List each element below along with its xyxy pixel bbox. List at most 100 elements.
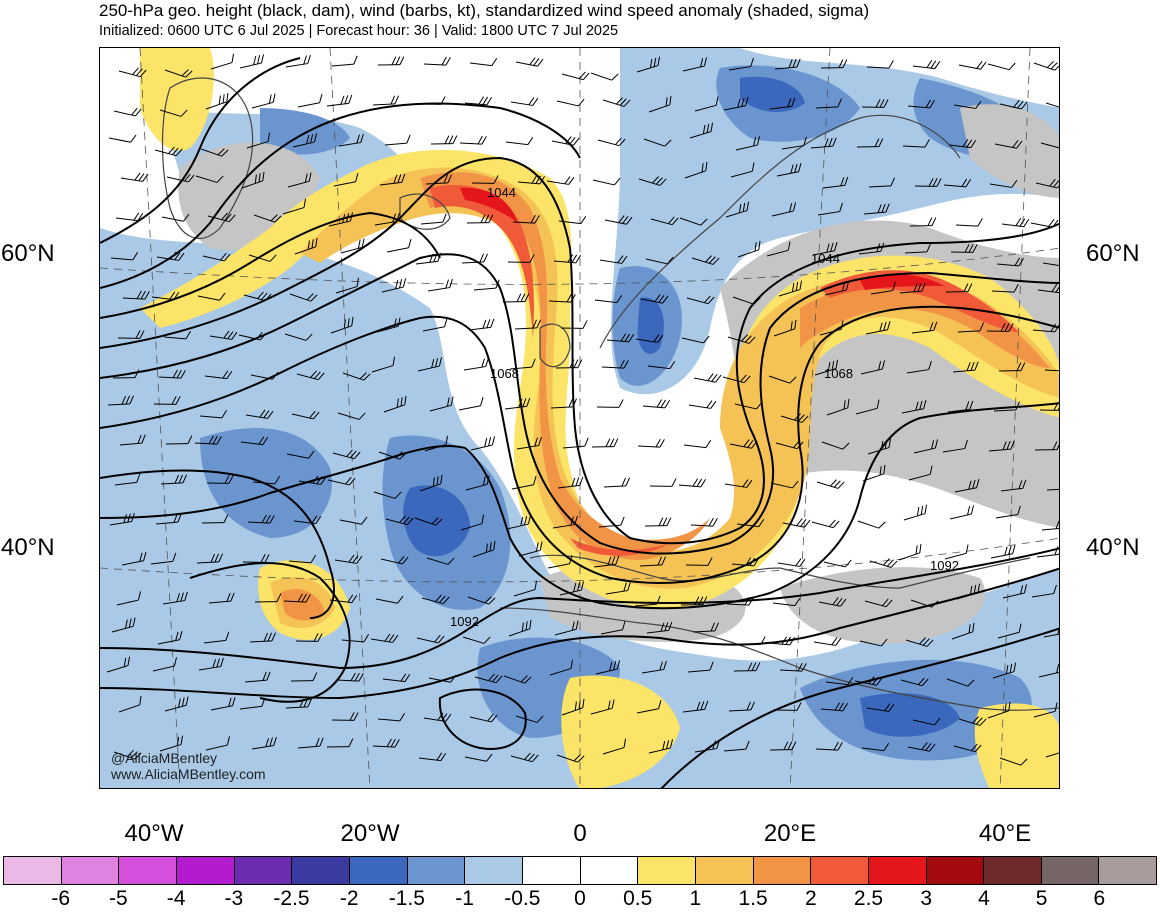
wind-barb (1032, 323, 1059, 333)
wind-barb (430, 135, 458, 145)
wind-barb (604, 215, 633, 225)
wind-barb (165, 435, 193, 445)
wind-barb (465, 475, 490, 491)
wind-barb (250, 371, 279, 380)
wind-barb (202, 252, 231, 262)
wind-barb (635, 334, 664, 343)
wind-barb (773, 319, 797, 337)
wind-barb (646, 621, 673, 634)
wind-barb (342, 372, 371, 381)
wind-barb (690, 517, 718, 527)
colorbar-swatch (407, 857, 466, 884)
wind-barb (294, 237, 318, 255)
colorbar-swatch (811, 857, 869, 884)
wind-barb (474, 673, 503, 684)
wind-barb (693, 373, 722, 383)
wind-barb (424, 435, 449, 452)
wind-barb (113, 107, 142, 117)
wind-barb (380, 555, 409, 565)
wind-barb (428, 674, 457, 683)
wind-barb (863, 203, 890, 215)
wind-barb (865, 321, 891, 335)
wind-barb (590, 699, 615, 715)
wind-barb (861, 99, 889, 108)
colorbar-swatch (234, 857, 293, 884)
colorbar-tick-label: -5 (109, 887, 128, 910)
wind-barb (680, 596, 708, 606)
wind-barb (161, 213, 190, 222)
colorbar-tick-label: -0.5 (504, 887, 541, 910)
wind-barb (289, 293, 318, 302)
wind-barb (769, 97, 796, 110)
wind-barb (421, 594, 450, 605)
wind-barb (296, 370, 325, 381)
wind-barb (156, 251, 185, 261)
wind-barb (243, 291, 272, 302)
colorbar-swatch (349, 857, 408, 884)
wind-barb (515, 57, 544, 67)
weather-map: 1044 1044 1068 1068 1092 1092 (100, 48, 1059, 788)
colorbar-tick-label: -4 (166, 887, 186, 910)
wind-barb (425, 174, 453, 185)
wind-barb (782, 518, 811, 528)
wind-barb (508, 619, 532, 637)
wind-barb (733, 662, 761, 672)
lat-label-left-40n: 40°N (1, 534, 55, 561)
wind-barb (909, 217, 937, 227)
wind-barb (152, 657, 178, 672)
wind-barb (245, 409, 274, 419)
wind-barb (944, 544, 969, 560)
wind-barb (507, 254, 535, 263)
wind-barb (429, 396, 454, 412)
lon-label-40e: 40°E (978, 820, 1032, 847)
wind-barb (1038, 664, 1059, 678)
wind-barb (990, 545, 1016, 559)
wind-barb (386, 239, 412, 253)
wind-barb (957, 322, 985, 333)
wind-barb (815, 98, 843, 109)
wind-barb (600, 621, 626, 635)
colorbar-swatch (695, 857, 754, 884)
wind-barb (238, 331, 267, 341)
wind-barb (856, 138, 884, 148)
wind-barb (110, 252, 139, 261)
wind-barb (734, 401, 763, 410)
lon-label-40w: 40°W (124, 820, 184, 847)
credit-handle: @AliciaMBentley (111, 750, 218, 766)
chart-title: 250-hPa geo. height (black, dam), wind (… (99, 1, 870, 20)
wind-barb (728, 57, 754, 71)
colorbar-tick-label: 0 (574, 887, 586, 910)
wind-barb (419, 474, 443, 492)
wind-barb (992, 662, 1017, 679)
wind-barb (598, 516, 625, 528)
colorbar-tick-label: -1 (455, 887, 474, 910)
wind-barb (196, 553, 224, 564)
colorbar-swatch (580, 857, 639, 884)
wind-barb (1039, 402, 1059, 411)
wind-barb (518, 541, 543, 557)
wind-barb (732, 296, 761, 305)
wind-barb (1000, 479, 1027, 492)
map-panel: 1044 1044 1068 1068 1092 1092 (99, 47, 1060, 789)
colorbar-tick-label: 5 (1035, 887, 1048, 910)
wind-barb (728, 701, 756, 712)
wind-barb (469, 57, 498, 67)
wind-barb (1033, 60, 1059, 71)
wind-barb (556, 754, 585, 763)
wind-barb (991, 284, 1019, 293)
wind-barb (291, 410, 320, 420)
wind-barb (248, 254, 277, 262)
wind-barb (641, 660, 667, 674)
wind-barb (290, 672, 318, 682)
wind-barb (118, 67, 147, 78)
wind-barb (548, 293, 576, 303)
wind-barb (423, 712, 452, 722)
wind-barb (820, 59, 848, 69)
wind-barb (1040, 142, 1059, 150)
wind-barb (1036, 545, 1059, 558)
wind-barb (241, 171, 265, 189)
colorbar-tick-label: -6 (51, 887, 71, 910)
wind-barb (155, 513, 182, 525)
wind-barb (993, 401, 1021, 412)
wind-barb (159, 109, 188, 117)
